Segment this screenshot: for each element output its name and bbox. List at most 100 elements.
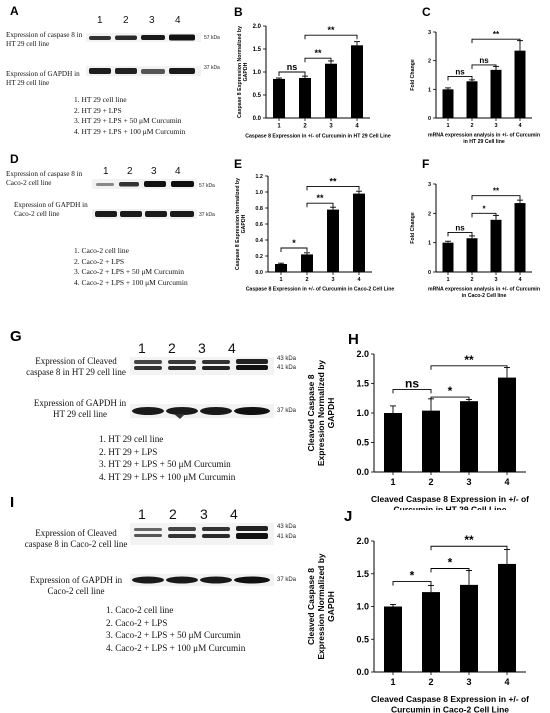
significance-label: * xyxy=(410,569,415,583)
significance-bracket xyxy=(471,64,497,69)
x-tick-label: 4 xyxy=(355,124,359,130)
panel-letter: C xyxy=(422,5,431,19)
bar xyxy=(442,242,454,272)
significance-bracket xyxy=(306,185,360,191)
y-tick-label: 0.6 xyxy=(255,222,263,228)
significance-bracket xyxy=(304,34,358,40)
bar xyxy=(273,78,285,118)
y-axis-label: Fold Change xyxy=(410,59,416,91)
lane-number: 3 xyxy=(198,340,206,356)
blot-label-gapdh-g: Expression of GAPDH in HT 29 cell line xyxy=(33,398,127,419)
bar xyxy=(327,209,339,272)
western-blot-gapdh-i xyxy=(130,574,274,586)
x-axis-label: mRNA expression analysis in +/- of Curcu… xyxy=(428,286,540,299)
kda-marker: 37 kDa xyxy=(277,408,297,414)
significance-label: ** xyxy=(316,193,324,203)
legend-item: 4. HT 29 + LPS + 100 μM Curcumin xyxy=(74,126,186,136)
panel-letter: E xyxy=(234,157,242,171)
bar xyxy=(514,50,526,119)
kda-marker: 37 kDa xyxy=(277,577,297,583)
lane-number: 4 xyxy=(175,166,181,177)
bar xyxy=(466,238,478,272)
significance-bracket xyxy=(430,365,508,370)
legend-item: 1. HT 29 cell line xyxy=(74,95,127,104)
legend-d: 1. Caco-2 cell line 2. Caco-2 + LPS 3. C… xyxy=(74,246,188,288)
lane-number: 2 xyxy=(169,506,177,522)
y-tick-label: 1.5 xyxy=(356,569,369,579)
bar-chart-b: B 0.0 0.5 1.0 1.5 2.0 1 2 3 4 ns ** ** Caspase 8 Expr… xyxy=(234,5,391,140)
western-blot-cleaved-caspase8-i xyxy=(130,523,274,545)
x-tick-label: 3 xyxy=(466,477,471,487)
lane-number: 4 xyxy=(228,340,236,356)
western-blot-caspase8-d xyxy=(92,179,197,189)
bar-chart-c: C 0 1 2 3 1 2 3 4 ns ns ** mRNA expression analysis … xyxy=(410,5,540,145)
y-tick-label: 0.4 xyxy=(255,238,264,244)
y-tick-label: 1.2 xyxy=(255,174,263,180)
kda-marker: 41 kDa xyxy=(277,365,297,371)
western-blot-gapdh-a xyxy=(86,66,201,76)
panel-letter: B xyxy=(234,5,243,19)
legend-i: 1. Caco-2 cell line 2. Caco-2 + LPS 3. C… xyxy=(106,604,245,654)
significance-bracket xyxy=(471,38,521,44)
y-tick-label: 0 xyxy=(428,270,431,276)
legend-item: 1. Caco-2 cell line xyxy=(106,605,174,615)
y-axis-label: Cleaved Caspase 8Expression Normalized b… xyxy=(306,360,336,467)
x-tick-label: 1 xyxy=(390,477,395,487)
y-tick-label: 2 xyxy=(428,211,431,217)
bar xyxy=(351,45,363,118)
panel-letter: H xyxy=(348,331,359,348)
x-axis-label: mRNA expression analysis in +/- of Curcu… xyxy=(428,132,540,145)
bar xyxy=(490,219,502,272)
y-tick-label: 0.5 xyxy=(356,634,369,644)
panel-letter-d: D xyxy=(10,152,19,166)
blot-label-caspase8-d: Expression of caspase 8 in Caco-2 cell l… xyxy=(6,170,83,187)
panel-letter: F xyxy=(422,157,429,171)
bar xyxy=(299,77,311,118)
panel-letter: J xyxy=(344,508,352,525)
lane-number: 2 xyxy=(168,340,176,356)
significance-bracket xyxy=(471,195,521,200)
significance-bracket xyxy=(430,545,508,551)
legend-item: 4. Caco-2 + LPS + 100 μM Curcumin xyxy=(106,642,246,653)
legend-item: 3. Caco-2 + LPS + 50 μM Curcumin xyxy=(106,630,241,640)
bar xyxy=(384,413,402,472)
significance-label: * xyxy=(292,238,296,248)
legend-item: 1. Caco-2 cell line xyxy=(74,246,129,255)
x-tick-label: 1 xyxy=(279,277,282,283)
significance-label: ** xyxy=(493,30,500,39)
significance-label: ns xyxy=(455,223,465,232)
significance-label: ns xyxy=(287,62,298,72)
bar xyxy=(460,584,478,672)
legend-item: 4. Caco-2 + LPS + 100 μM Curcumin xyxy=(74,277,188,287)
x-tick-label: 3 xyxy=(466,677,471,687)
y-tick-label: 0 xyxy=(428,116,431,122)
significance-label: ** xyxy=(314,48,322,58)
bar xyxy=(442,89,454,118)
lane-number: 3 xyxy=(200,506,208,522)
y-tick-label: 0.0 xyxy=(253,116,262,122)
significance-bracket xyxy=(430,396,470,402)
x-tick-label: 2 xyxy=(470,123,473,129)
x-tick-label: 3 xyxy=(494,277,497,283)
legend-item: 1. HT 29 cell line xyxy=(99,434,164,444)
significance-label: ** xyxy=(327,25,335,35)
x-tick-label: 3 xyxy=(329,124,333,130)
y-tick-label: 0.0 xyxy=(356,467,369,477)
legend-item: 2. HT 29 + LPS xyxy=(99,446,158,457)
y-tick-label: 0.2 xyxy=(255,254,263,260)
lane-number: 4 xyxy=(230,506,238,522)
y-tick-label: 0.0 xyxy=(255,270,263,276)
significance-label: ** xyxy=(464,353,474,367)
y-tick-label: 2.0 xyxy=(356,349,369,359)
kda-marker: 43 kDa xyxy=(277,524,297,530)
y-tick-label: 1 xyxy=(428,241,431,247)
y-tick-label: 3 xyxy=(428,30,431,36)
y-axis-label: Caspase 8 Expression Normalized byGAPDH xyxy=(235,178,247,270)
x-tick-label: 2 xyxy=(428,477,433,487)
lane-number: 3 xyxy=(151,166,157,177)
legend-item: 2. Caco-2 + LPS xyxy=(74,256,125,266)
bar xyxy=(301,254,313,272)
legend-item: 2. HT 29 + LPS xyxy=(74,105,122,115)
panel-letter-i: I xyxy=(10,494,15,511)
significance-bracket xyxy=(392,581,432,586)
